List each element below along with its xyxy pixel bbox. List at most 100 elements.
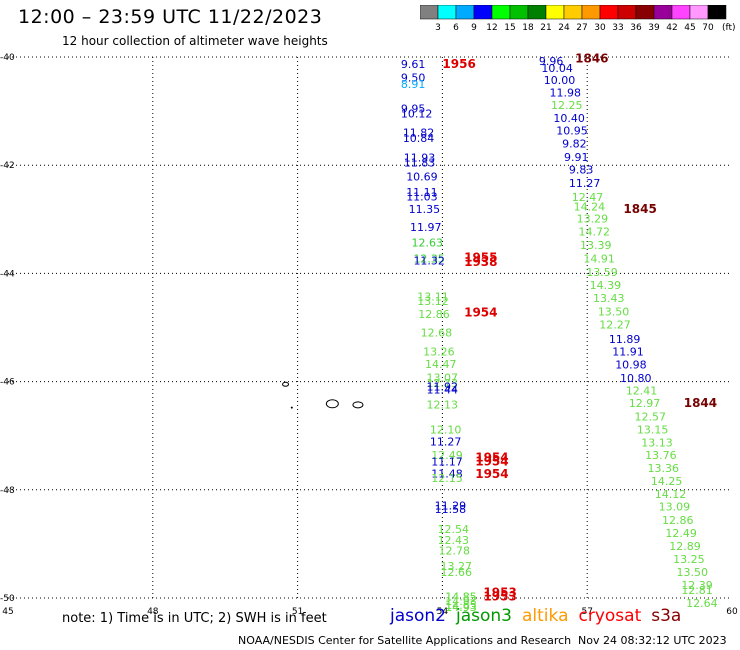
wave-height-label: 11.35 (409, 203, 441, 216)
y-tick-label: -40 (0, 53, 15, 63)
colorbar-label: 6 (453, 23, 459, 33)
wave-height-label: 12.89 (669, 540, 701, 553)
wave-height-label: 14.93 (445, 595, 477, 608)
satellite-legend: jason2 jason3 altika cryosat s3a (390, 606, 691, 626)
wave-height-label: 12.25 (551, 99, 583, 112)
wave-height-label: 14.12 (655, 488, 687, 501)
wave-height-label: 13.43 (593, 292, 625, 305)
wave-height-label: 14.72 (579, 226, 611, 239)
wave-height-label: 12.15 (431, 472, 463, 485)
x-tick-label: 60 (726, 607, 738, 617)
colorbar-label: 70 (702, 23, 714, 33)
x-tick-label: 48 (147, 607, 159, 617)
wave-height-label: 11.82 (403, 127, 435, 140)
wave-height-label: 11.03 (406, 190, 438, 203)
wave-height-label: 14.25 (651, 475, 683, 488)
y-tick-label: -46 (0, 378, 15, 388)
y-tick-label: -48 (0, 486, 15, 496)
colorbar-label: 27 (576, 23, 587, 33)
wave-height-label: 12.97 (629, 397, 661, 410)
wave-height-label: 13.26 (423, 346, 455, 359)
colorbar-swatch (707, 5, 727, 20)
wave-height-label: 12.41 (626, 385, 658, 398)
wave-height-label: 13.12 (417, 295, 449, 308)
wave-height-label: 13.07 (426, 372, 458, 385)
island-outline (352, 401, 364, 409)
wave-height-label: 11.58 (435, 503, 467, 516)
wave-height-label: 12.66 (440, 566, 472, 579)
colorbar-label: 39 (648, 23, 660, 33)
wave-height-label: 14.93 (445, 601, 477, 614)
wave-height-label: 12.43 (438, 534, 470, 547)
pass-time-label: 1954 (464, 306, 497, 320)
pass-time-label: 1846 (575, 51, 608, 65)
wave-height-label: 13.59 (586, 266, 618, 279)
wave-height-label: 14.85 (445, 599, 477, 612)
wave-height-label: 11.32 (413, 255, 445, 268)
wave-height-label: 13.15 (637, 424, 669, 437)
wave-height-label: 9.61 (401, 58, 426, 71)
wave-height-label: 11.11 (406, 186, 438, 199)
wave-height-label: 11.89 (609, 333, 641, 346)
wave-height-label: 9.50 (401, 71, 426, 84)
legend-item: jason3 (456, 606, 512, 626)
wave-height-label: 9.91 (564, 151, 589, 164)
wave-height-label: 13.50 (676, 566, 708, 579)
wave-height-label: 9.82 (562, 137, 587, 150)
wave-height-label: 12.81 (681, 584, 713, 597)
wave-height-label: 10.04 (541, 62, 573, 75)
x-tick-label: 57 (581, 607, 592, 617)
wave-height-label: 11.29 (435, 499, 467, 512)
wave-height-label: 13.50 (598, 306, 630, 319)
wave-height-label: 9.83 (569, 163, 594, 176)
pass-time-label: 1956 (442, 57, 475, 71)
pass-time-label: 1938 (464, 255, 497, 269)
wave-height-label: 10.40 (553, 112, 585, 125)
wave-height-label: 12.63 (412, 236, 444, 249)
wave-height-label: 14.85 (445, 591, 477, 604)
island-outline (325, 399, 339, 409)
wave-height-label: 14.91 (583, 253, 615, 266)
wave-height-label: 11.93 (404, 151, 436, 164)
colorbar-label: 9 (471, 23, 477, 33)
wave-height-label: 10.80 (620, 372, 652, 385)
x-tick-label: 45 (2, 607, 13, 617)
legend-item: altika (522, 606, 569, 626)
island-outline (282, 381, 290, 387)
pass-time-label: 1954 (475, 451, 508, 465)
wave-height-label: 12.86 (418, 308, 450, 321)
wave-height-label: 12.10 (430, 424, 462, 437)
wave-height-label: 14.47 (425, 358, 457, 371)
wave-height-label: 12.68 (421, 327, 453, 340)
x-tick-label: 51 (292, 607, 303, 617)
colorbar-label: 42 (666, 23, 677, 33)
wave-height-label: 10.00 (544, 74, 576, 87)
wave-height-label: 14.39 (590, 279, 622, 292)
wave-height-label: 11.17 (431, 455, 463, 468)
wave-height-label: 12.73 (426, 377, 458, 390)
credit-line: NOAA/NESDIS Center for Satellite Applica… (238, 634, 572, 647)
color-scale-bar: 3 6 9 12 15 18 21 24 27 30 33 36 39 42 45 70 (ft) (420, 5, 736, 33)
colorbar-label: 45 (684, 23, 695, 33)
island-outline (290, 406, 293, 409)
colorbar-label: 33 (612, 23, 623, 33)
wave-height-label: 12.47 (572, 191, 604, 204)
legend-item: jason2 (390, 606, 446, 626)
colorbar-label: 24 (558, 23, 570, 33)
x-tick-label: 54 (437, 607, 449, 617)
colorbar-label: 21 (540, 23, 551, 33)
wave-height-label: 12.86 (662, 514, 694, 527)
wave-height-label: 10.98 (615, 359, 647, 372)
wave-height-label: 13.25 (673, 553, 705, 566)
wave-height-label: 10.69 (406, 170, 438, 183)
wave-height-label: 12.39 (681, 579, 713, 592)
wave-height-label: 11.91 (612, 346, 644, 359)
wave-height-label: 12.35 (413, 253, 445, 266)
wave-height-label: 11.27 (569, 177, 601, 190)
wave-height-label: 11.27 (430, 435, 462, 448)
wave-height-label: 12.64 (686, 597, 718, 610)
wave-height-label: 12.54 (438, 523, 470, 536)
wave-height-label: 13.36 (648, 462, 680, 475)
y-tick-label: -42 (0, 161, 15, 171)
